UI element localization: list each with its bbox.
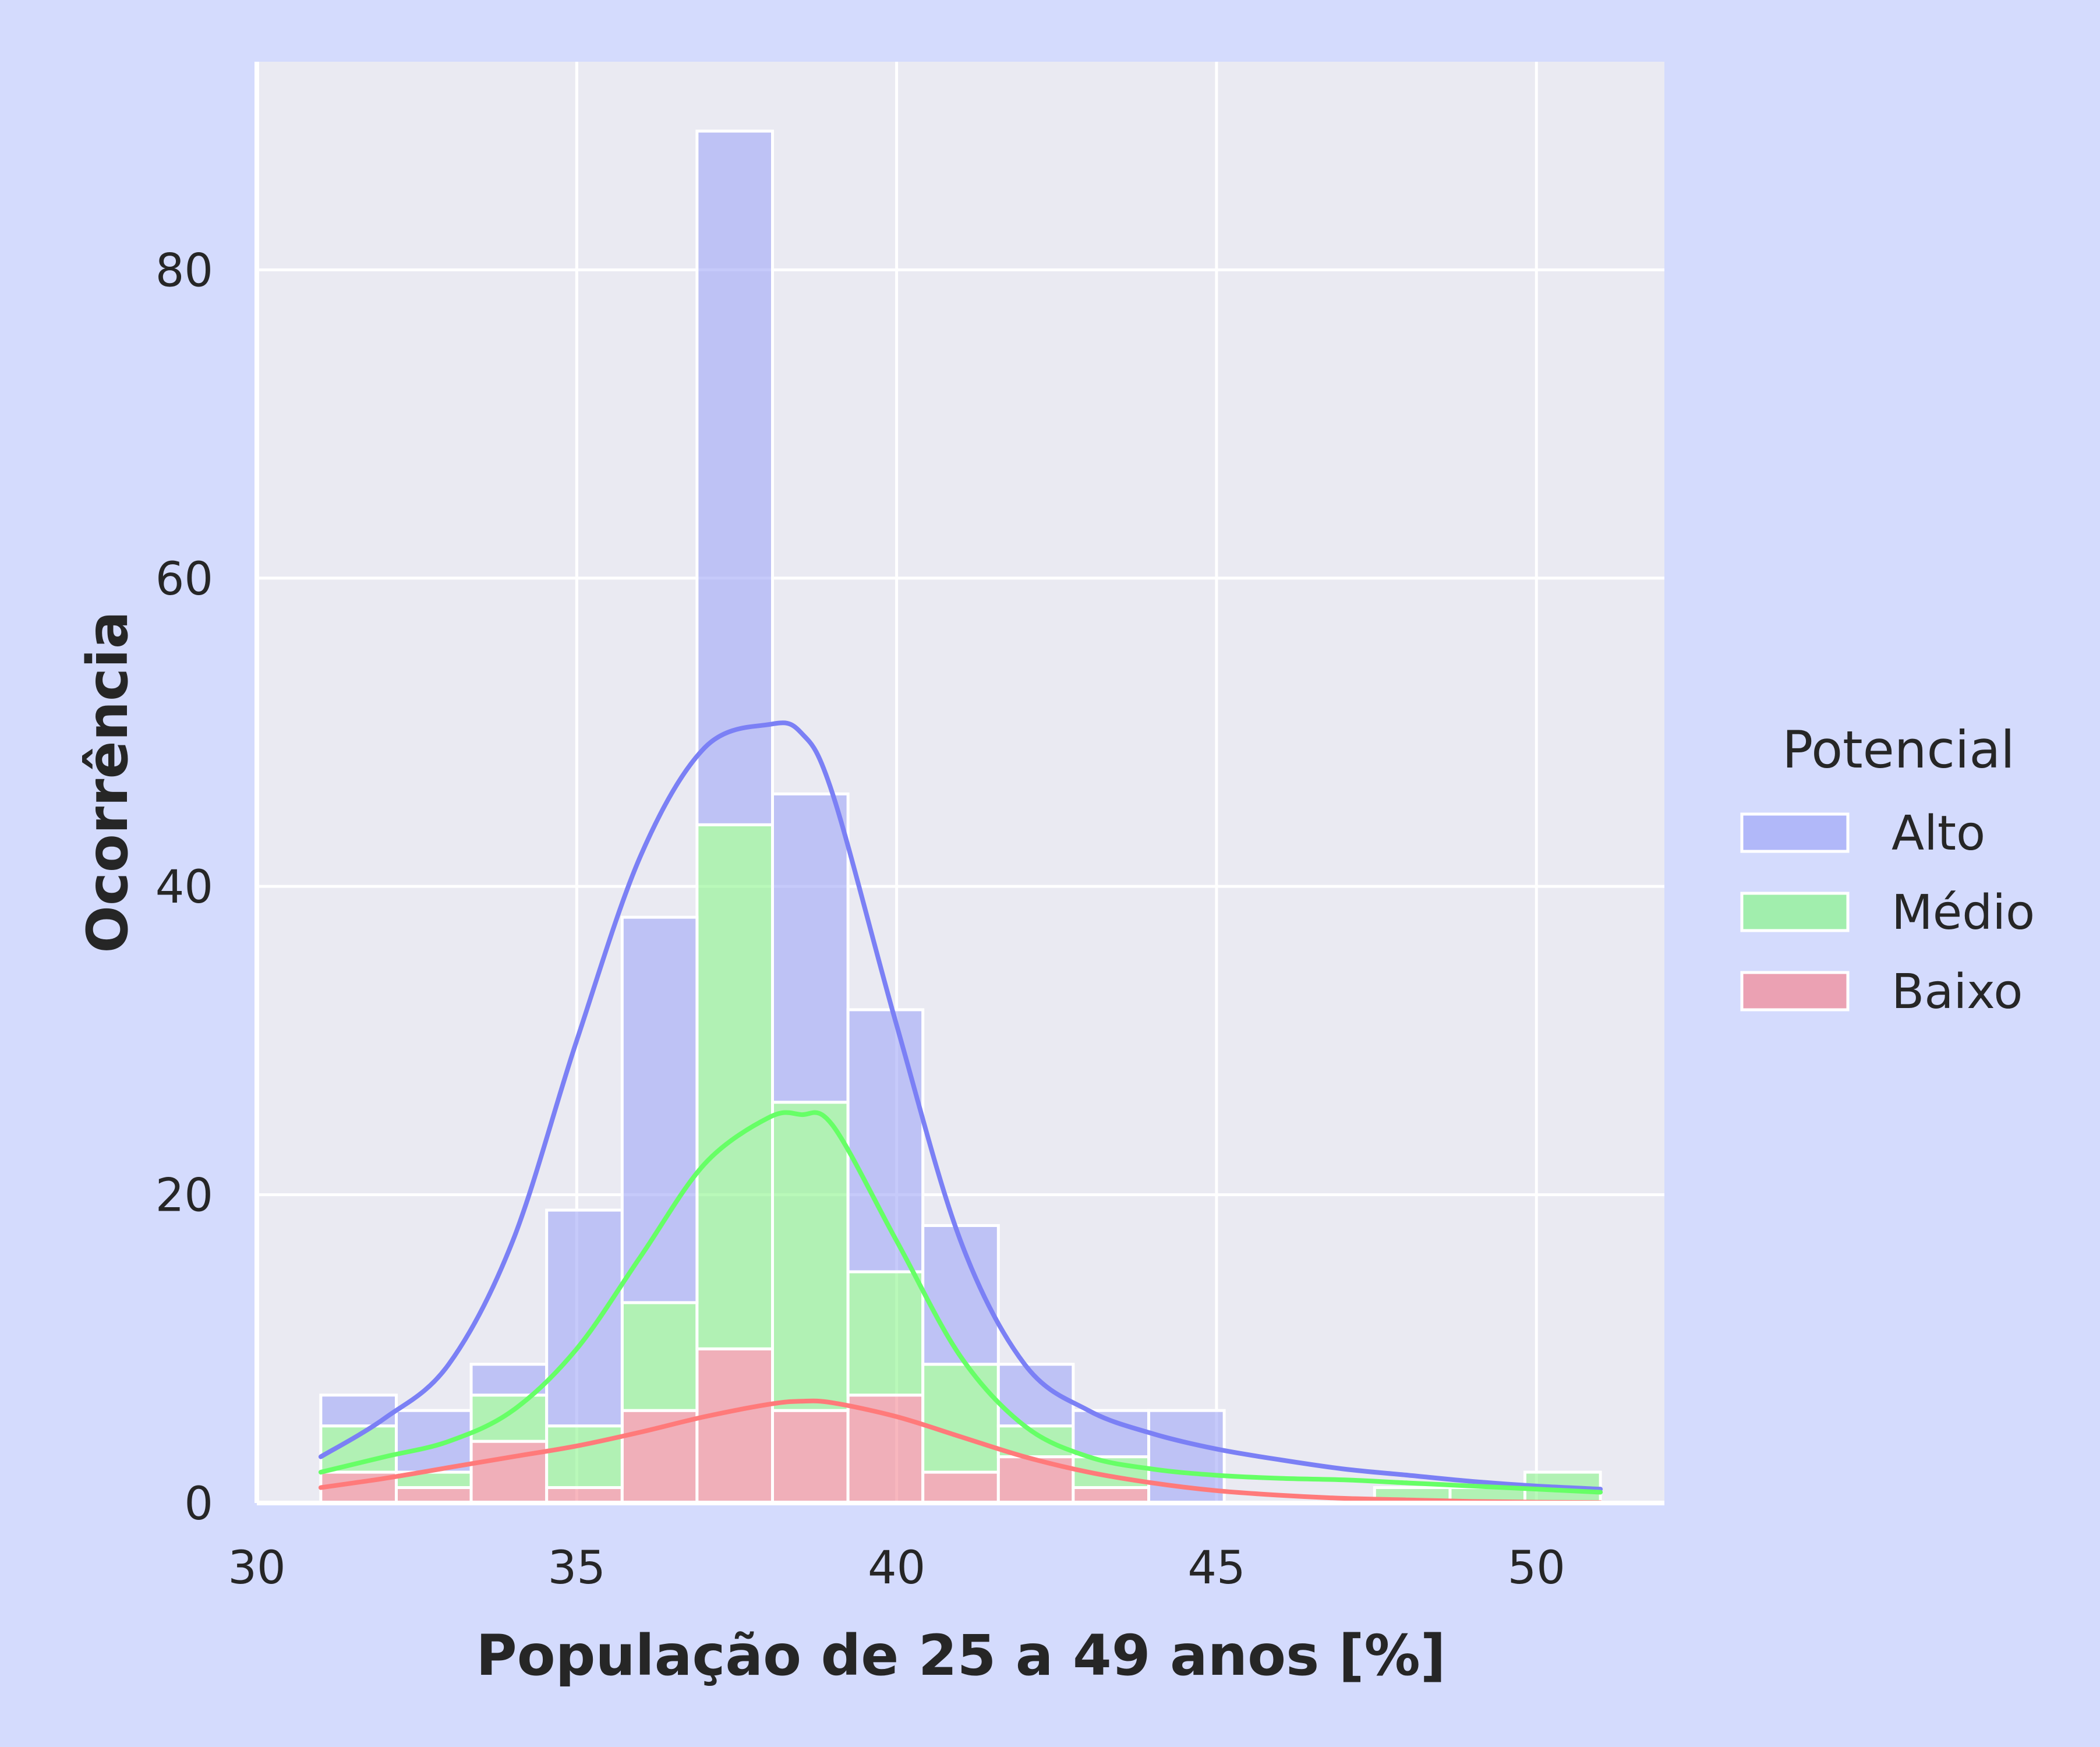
bar-baixo-8 [921,1470,1000,1505]
bar-medio-4 [620,1301,699,1412]
y-tick-label: 40 [155,861,213,914]
kde-line-alto [318,720,1603,1492]
bar-alto-10 [1072,1409,1150,1459]
y-tick-label: 0 [184,1478,213,1530]
histogram-bars [319,129,1602,1505]
bar-alto-6 [771,792,850,1104]
legend: Potencial Alto Médio Baixo [1740,720,2035,1020]
bar-alto-1 [395,1409,473,1474]
x-tick-label: 40 [868,1542,925,1594]
bar-baixo-7 [846,1394,925,1505]
bar-medio-8 [921,1363,1000,1474]
y-tick-label: 20 [155,1170,213,1222]
legend-label-alto: Alto [1892,806,1985,861]
kde-curves [318,720,1603,1505]
legend-swatch-baixo [1740,971,1850,1012]
bar-alto-2 [469,1363,549,1397]
y-axis-label: Ocorrência [75,611,140,953]
bar-alto-3 [545,1208,624,1428]
x-tick-label: 50 [1508,1542,1565,1594]
x-tick-labels: 30 35 40 45 50 [228,1542,1565,1594]
legend-swatch-medio [1740,892,1850,932]
y-tick-label: 80 [155,245,213,297]
legend-label-medio: Médio [1892,885,2035,940]
y-tick-label: 60 [155,553,213,606]
bar-alto-5 [695,129,775,826]
kde-line-baixo [318,1398,1603,1505]
bar-baixo-6 [771,1409,850,1505]
bar-baixo-2 [469,1440,549,1505]
bar-alto-7 [846,1008,925,1274]
legend-swatch-alto [1740,812,1850,853]
kde-line-medio [318,1110,1603,1495]
bar-medio-2 [469,1394,549,1443]
x-tick-label: 30 [228,1542,285,1594]
bar-medio-3 [545,1424,624,1490]
legend-title: Potencial [1782,720,2014,780]
bar-alto-4 [620,915,699,1304]
bar-medio-7 [846,1270,925,1397]
bar-baixo-4 [620,1409,699,1505]
x-tick-label: 45 [1187,1542,1245,1594]
y-tick-labels: 0 20 40 60 80 [155,245,213,1530]
x-axis-label: População de 25 a 49 anos [%] [476,1623,1445,1688]
bar-baixo-9 [996,1455,1075,1505]
bar-baixo-5 [695,1347,775,1505]
legend-label-baixo: Baixo [1892,964,2023,1020]
axis-spines [254,62,1664,1505]
bar-medio-5 [695,823,775,1350]
x-tick-label: 35 [548,1542,606,1594]
bar-medio-6 [771,1101,850,1412]
bar-alto-0 [319,1394,398,1428]
